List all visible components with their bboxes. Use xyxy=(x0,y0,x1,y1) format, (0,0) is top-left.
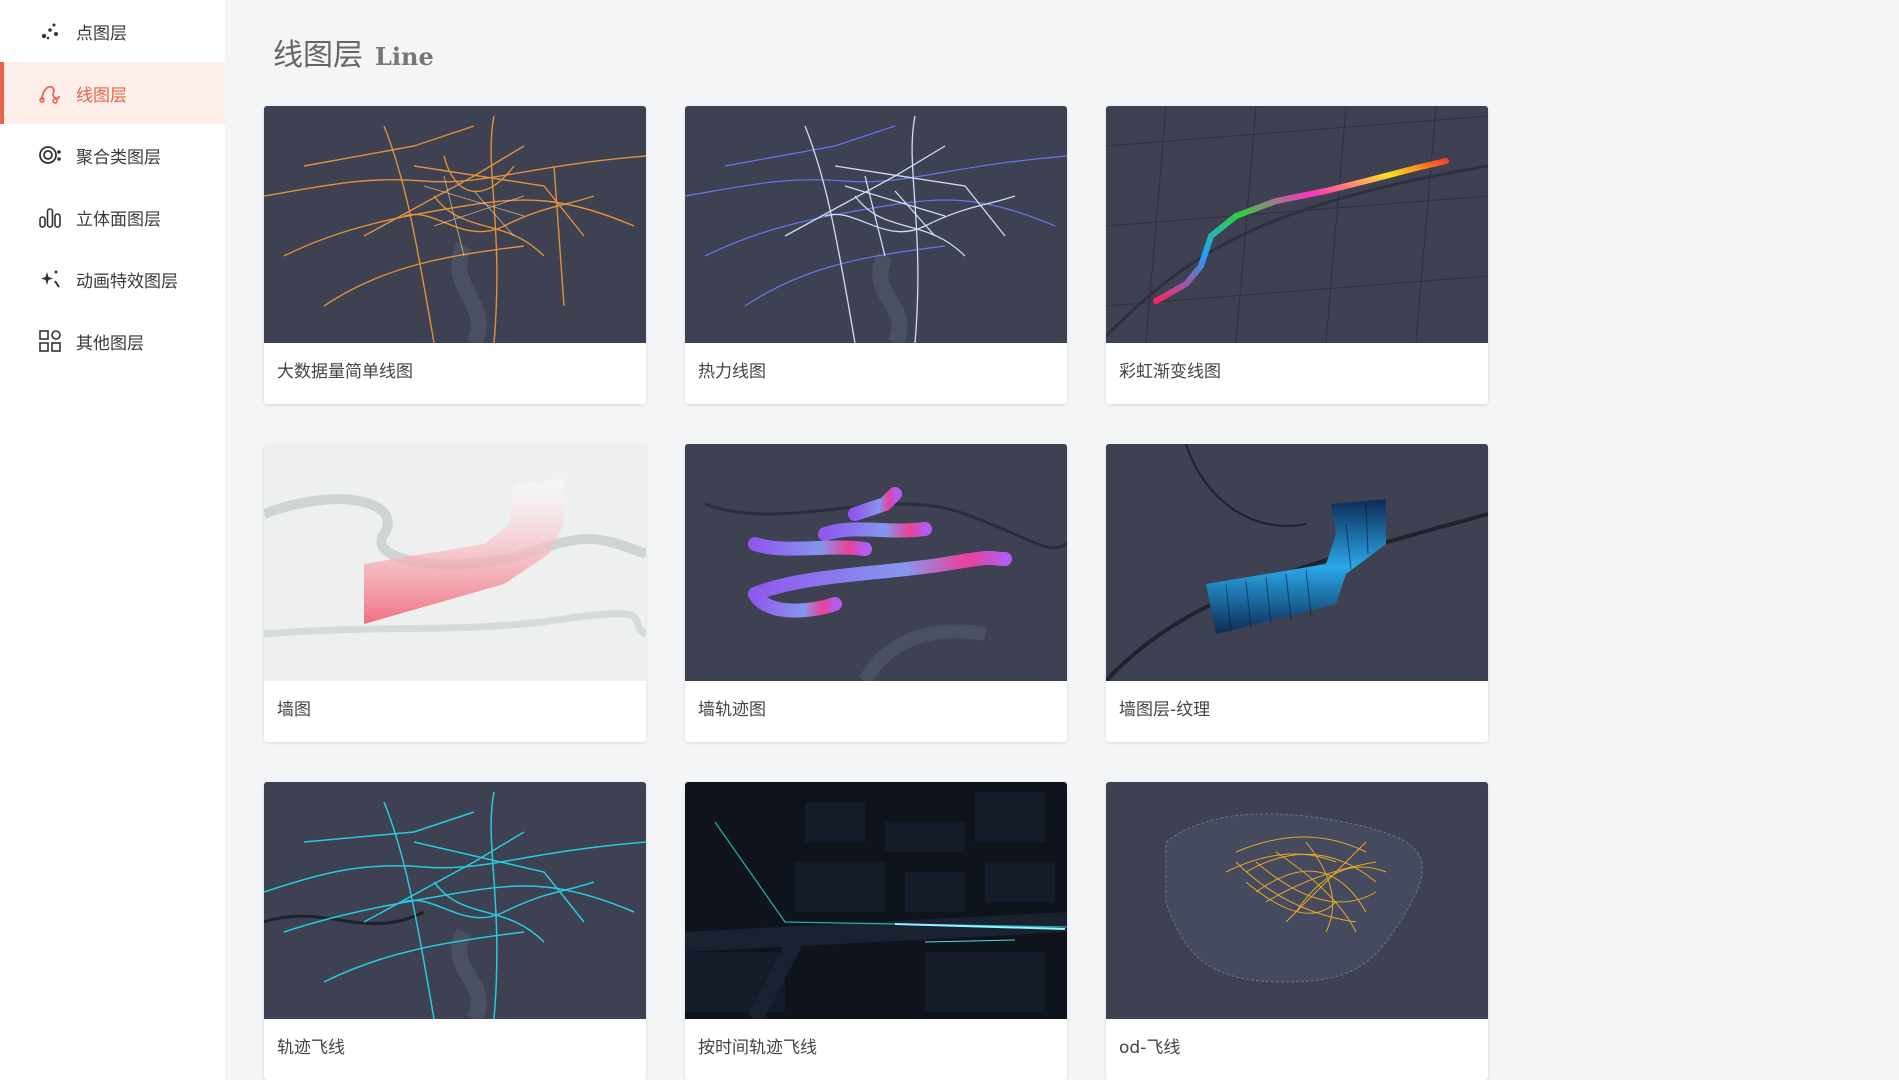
sidebar-item-animation-layer[interactable]: 动画特效图层 xyxy=(0,248,225,310)
card-track-flyline[interactable]: 轨迹飞线 xyxy=(264,782,646,1080)
thumbnail-rainbow-line xyxy=(1106,106,1488,343)
card-label: 按时间轨迹飞线 xyxy=(698,1038,817,1058)
line-layer-icon xyxy=(36,79,64,107)
sidebar-item-label: 动画特效图层 xyxy=(76,271,178,292)
card-wall-texture[interactable]: 墙图层-纹理 xyxy=(1106,444,1488,742)
card-label: 墙轨迹图 xyxy=(698,700,766,720)
grid-apps-icon xyxy=(36,327,64,355)
thumbnail-wall xyxy=(264,444,646,681)
dots-icon xyxy=(36,17,64,45)
sidebar-item-label: 线图层 xyxy=(76,85,127,106)
3d-columns-icon xyxy=(36,203,64,231)
sidebar-item-label: 聚合类图层 xyxy=(76,147,161,168)
thumbnail-od-flyline xyxy=(1106,782,1488,1019)
card-wall-track[interactable]: 墙轨迹图 xyxy=(685,444,1067,742)
card-label: 轨迹飞线 xyxy=(277,1038,345,1058)
thumbnail-wall-texture xyxy=(1106,444,1488,681)
cluster-icon xyxy=(36,141,64,169)
sidebar-item-3d-layer[interactable]: 立体面图层 xyxy=(0,186,225,248)
sidebar-item-label: 其他图层 xyxy=(76,333,144,354)
card-label: 墙图层-纹理 xyxy=(1119,700,1211,720)
card-rainbow-line[interactable]: 彩虹渐变线图 xyxy=(1106,106,1488,404)
page-title-en: Line xyxy=(375,42,434,71)
sidebar-item-label: 点图层 xyxy=(76,23,127,44)
sparkle-icon xyxy=(36,265,64,293)
page-title: 线图层 Line xyxy=(273,30,434,74)
card-label: 大数据量简单线图 xyxy=(277,362,413,382)
card-label: od-飞线 xyxy=(1119,1038,1181,1058)
thumbnail-track-flyline xyxy=(264,782,646,1019)
sidebar-item-line-layer[interactable]: 线图层 xyxy=(0,62,225,124)
sidebar-item-point-layer[interactable]: 点图层 xyxy=(0,0,225,62)
thumbnail-heat-line xyxy=(685,106,1067,343)
card-heat-line[interactable]: 热力线图 xyxy=(685,106,1067,404)
sidebar-item-cluster-layer[interactable]: 聚合类图层 xyxy=(0,124,225,186)
main-content: 线图层 Line xyxy=(225,0,1899,1080)
thumbnail-wall-track xyxy=(685,444,1067,681)
sidebar-item-label: 立体面图层 xyxy=(76,209,161,230)
card-label: 墙图 xyxy=(277,700,311,720)
thumbnail-timed-track-flyline xyxy=(685,782,1067,1019)
sidebar-item-other-layer[interactable]: 其他图层 xyxy=(0,310,225,372)
card-od-flyline[interactable]: od-飞线 xyxy=(1106,782,1488,1080)
card-wall[interactable]: 墙图 xyxy=(264,444,646,742)
card-bigdata-line[interactable]: 大数据量简单线图 xyxy=(264,106,646,404)
card-label: 彩虹渐变线图 xyxy=(1119,362,1221,382)
card-timed-track-flyline[interactable]: 按时间轨迹飞线 xyxy=(685,782,1067,1080)
card-label: 热力线图 xyxy=(698,362,766,382)
thumbnail-bigdata-line xyxy=(264,106,646,343)
page-title-cn: 线图层 xyxy=(273,38,363,73)
sidebar: 点图层 线图层 聚合类图层 立体面图层 动画特效图层 xyxy=(0,0,225,1080)
